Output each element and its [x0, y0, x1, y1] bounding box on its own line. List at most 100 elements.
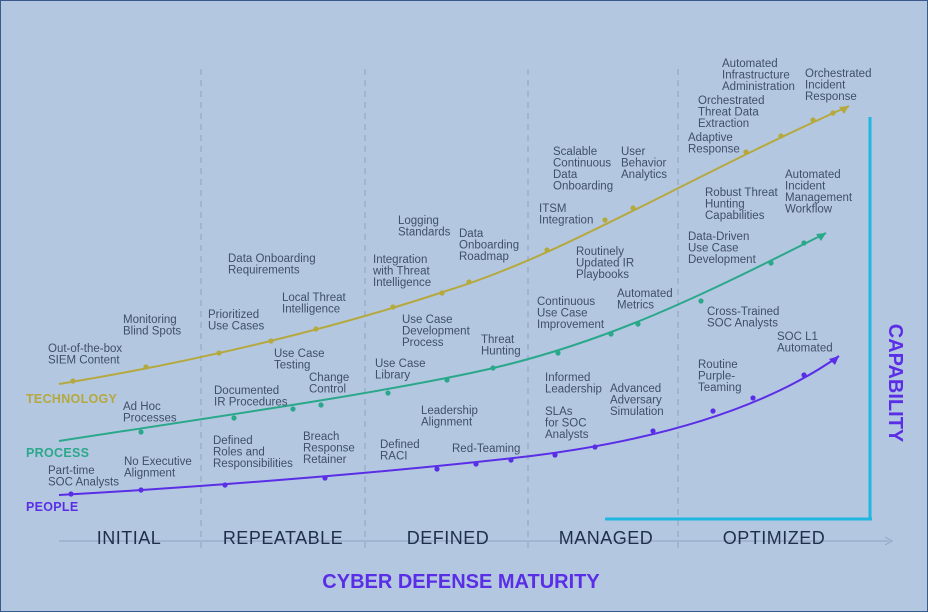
people-milestone-label: Breach Response Retainer	[303, 431, 355, 466]
process-milestone-label: Routinely Updated IR Playbooks	[576, 246, 634, 281]
technology-milestone-label: Orchestrated Threat Data Extraction	[698, 95, 764, 130]
process-milestone-dot	[768, 260, 774, 266]
process-milestone-dot	[555, 350, 561, 356]
people-milestone-label: Red-Teaming	[452, 443, 520, 455]
technology-milestone-dot	[313, 326, 319, 332]
series-curves	[58, 105, 850, 497]
process-milestone-dot	[385, 390, 391, 396]
process-milestone-dot	[635, 321, 641, 327]
people-milestone-dot	[750, 395, 756, 401]
people-milestone-label: SLAs for SOC Analysts	[545, 406, 589, 441]
people-milestone-dot	[552, 452, 558, 458]
people-milestone-dot	[68, 491, 74, 497]
process-milestone-dot	[490, 365, 496, 371]
people-milestone-label: SOC L1 Automated	[777, 331, 833, 355]
process-milestone-label: Threat Hunting	[481, 334, 521, 358]
people-milestone-dot	[650, 428, 656, 434]
technology-milestone-dot	[778, 133, 784, 139]
y-axis-title: CAPABILITY	[884, 324, 906, 443]
people-milestone-dot	[592, 444, 598, 450]
technology-milestone-dot	[743, 149, 749, 155]
process-arrowhead	[816, 233, 826, 241]
technology-milestone-label: Data Onboarding Roadmap	[459, 228, 519, 263]
technology-curve	[58, 105, 850, 385]
technology-milestone-dot	[268, 338, 274, 344]
stage-initial: INITIAL	[97, 528, 162, 548]
process-milestone-dot	[231, 415, 237, 421]
technology-milestone-label: Logging Standards	[398, 215, 451, 239]
technology-milestone-label: Data Onboarding Requirements	[228, 253, 316, 277]
people-milestone-label: Defined RACI	[380, 439, 420, 463]
x-axis-title: CYBER DEFENSE MATURITY	[322, 571, 600, 593]
technology-milestone-label: Automated Infrastructure Administration	[722, 58, 795, 93]
technology-milestone-label: Orchestrated Incident Response	[805, 68, 871, 103]
process-milestone-dot	[698, 298, 704, 304]
process-milestone-label: Ad Hoc Processes	[123, 401, 177, 425]
process-milestone-label: Robust Threat Hunting Capabilities	[705, 187, 778, 222]
people-milestone-dot	[322, 475, 328, 481]
stage-names: INITIAL REPEATABLE DEFINED MANAGED OPTIMIZED	[97, 528, 826, 548]
people-milestone-dot	[138, 487, 144, 493]
stage-defined: DEFINED	[407, 528, 490, 548]
people-milestone-label: No Executive Alignment	[124, 456, 192, 480]
stage-optimized: OPTIMIZED	[723, 528, 826, 548]
people-milestone-dot	[473, 461, 479, 467]
process-curve	[58, 232, 827, 442]
series-name-technology: TECHNOLOGY	[26, 392, 118, 406]
technology-milestone-dot	[143, 364, 149, 370]
technology-milestone-dot	[70, 378, 76, 384]
technology-milestone-label: User Behavior Analytics	[621, 146, 667, 181]
series-name-people: PEOPLE	[26, 500, 79, 514]
people-milestone-label: Advanced Adversary Simulation	[610, 383, 664, 418]
people-milestone-label: Routine Purple-Teaming	[698, 359, 741, 394]
stage-managed: MANAGED	[559, 528, 654, 548]
process-milestone-dot	[290, 406, 296, 412]
process-milestone-label: Data-Driven Use Case Development	[688, 231, 757, 266]
people-milestone-dot	[710, 408, 716, 414]
process-milestone-label: Change Control	[309, 372, 349, 396]
process-milestone-label: Automated Incident Management Workflow	[785, 169, 853, 216]
technology-milestone-dot	[439, 290, 445, 296]
process-milestone-label: Use Case Library	[375, 358, 426, 382]
process-milestone-dot	[608, 331, 614, 337]
process-milestone-label: Documented IR Procedures	[214, 385, 288, 409]
technology-milestone-label: Out-of-the-box SIEM Content	[48, 343, 122, 367]
people-milestone-dot	[801, 372, 807, 378]
technology-milestone-label: Local Threat Intelligence	[282, 292, 347, 316]
technology-milestone-dot	[830, 110, 836, 116]
technology-milestone-dot	[810, 117, 816, 123]
people-milestone-dot	[222, 482, 228, 488]
maturity-axis-arrow	[884, 536, 894, 546]
technology-milestone-dot	[630, 205, 636, 211]
people-milestone-dot	[508, 457, 514, 463]
process-milestone-label: Automated Metrics	[617, 288, 673, 312]
process-milestone-label: Use Case Testing	[274, 348, 325, 372]
technology-milestone-label: Monitoring Blind Spots	[123, 314, 181, 338]
technology-milestone-label: ITSM Integration	[539, 203, 593, 227]
people-milestone-label: Leadership Alignment	[421, 405, 478, 429]
process-milestone-dot	[444, 377, 450, 383]
technology-milestone-label: Prioritized Use Cases	[208, 309, 264, 333]
technology-milestone-dot	[602, 217, 608, 223]
people-curve	[58, 355, 840, 496]
people-milestone-label: Informed Leadership	[545, 372, 602, 396]
stage-repeatable: REPEATABLE	[223, 528, 343, 548]
technology-milestone-label: Scalable Continuous Data Onboarding	[553, 146, 613, 193]
process-milestone-label: Use Case Development Process	[402, 314, 471, 349]
technology-milestone-label: Integration with Threat Intelligence	[372, 254, 431, 289]
technology-milestone-dot	[544, 247, 550, 253]
technology-milestone-label: Adaptive Response	[688, 132, 740, 156]
technology-milestone-dot	[216, 350, 222, 356]
process-milestone-dot	[138, 429, 144, 435]
stage-dividers	[200, 69, 679, 549]
series-name-process: PROCESS	[26, 446, 89, 460]
process-milestone-label: Continuous Use Case Improvement	[537, 296, 605, 331]
technology-milestone-dot	[466, 279, 472, 285]
technology-arrowhead	[839, 106, 849, 114]
technology-milestone-dot	[390, 304, 396, 310]
people-milestone-label: Cross-Trained SOC Analysts	[707, 306, 779, 330]
people-milestone-label: Defined Roles and Responsibilities	[213, 435, 293, 470]
